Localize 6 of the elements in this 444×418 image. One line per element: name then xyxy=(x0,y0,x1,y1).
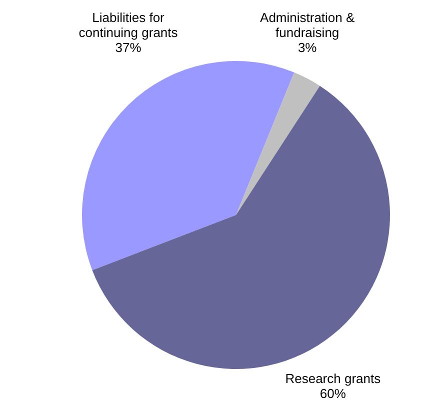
data-label: 3% xyxy=(298,40,318,56)
slice-label: Research grants xyxy=(285,371,382,386)
slice-label: Liabilities for continuing grants xyxy=(78,10,178,40)
data-label: 60% xyxy=(320,386,346,402)
slice-label: Administration & fundraising xyxy=(260,10,355,40)
data-label: 37% xyxy=(115,40,142,56)
